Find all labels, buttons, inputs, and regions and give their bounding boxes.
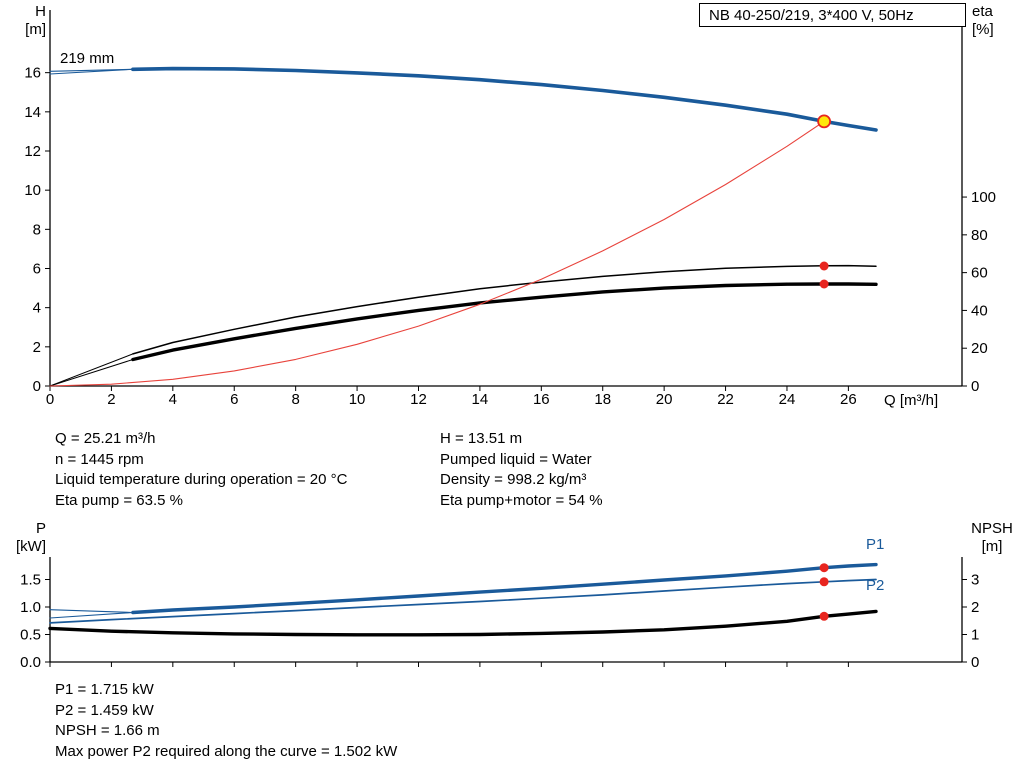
svg-text:14: 14 xyxy=(24,104,41,121)
eta-axis-unit: [%] xyxy=(972,21,994,38)
svg-text:4: 4 xyxy=(169,391,177,408)
h-axis-unit: [m] xyxy=(25,21,46,38)
q-axis-label: Q [m³/h] xyxy=(884,392,939,409)
svg-text:1: 1 xyxy=(971,626,979,643)
svg-text:0.5: 0.5 xyxy=(20,626,41,643)
liquid-temperature-value: Liquid temperature during operation = 20… xyxy=(55,471,348,489)
npsh-axis-symbol: NPSH xyxy=(971,520,1013,537)
svg-text:2: 2 xyxy=(971,599,979,616)
eta-pump-motor-value: Eta pump+motor = 54 % xyxy=(440,492,603,510)
svg-text:8: 8 xyxy=(291,391,299,408)
result-data: P1 = 1.715 kW P2 = 1.459 kW NPSH = 1.66 … xyxy=(55,680,397,763)
svg-text:6: 6 xyxy=(230,391,238,408)
impeller-diameter-label: 219 mm xyxy=(60,50,115,67)
operating-data-right: H = 13.51 m Pumped liquid = Water Densit… xyxy=(440,429,603,512)
svg-text:10: 10 xyxy=(24,182,41,199)
flow-value: Q = 25.21 m³/h xyxy=(55,430,156,447)
max-power-value: Max power P2 required along the curve = … xyxy=(55,743,398,761)
svg-text:22: 22 xyxy=(717,391,734,408)
pump-model-text: NB 40-250/219, 3*400 V, 50Hz xyxy=(709,6,914,24)
svg-text:20: 20 xyxy=(971,340,988,357)
svg-text:0: 0 xyxy=(971,654,979,671)
p1-curve-label: P1 xyxy=(866,536,885,553)
svg-text:6: 6 xyxy=(33,261,41,278)
p2-curve-label: P2 xyxy=(866,577,885,594)
svg-text:60: 60 xyxy=(971,265,988,282)
density-value: Density = 998.2 kg/m³ xyxy=(440,471,587,489)
power-axis-unit: [kW] xyxy=(16,538,46,555)
svg-text:0.0: 0.0 xyxy=(20,654,41,671)
power-axis-label: P [kW] xyxy=(2,520,46,556)
h-axis-symbol: H xyxy=(35,3,46,20)
svg-text:12: 12 xyxy=(410,391,427,408)
svg-text:1.0: 1.0 xyxy=(20,599,41,616)
svg-text:2: 2 xyxy=(33,339,41,356)
svg-text:1.5: 1.5 xyxy=(20,571,41,588)
svg-text:24: 24 xyxy=(779,391,796,408)
npsh-axis-label: NPSH [m] xyxy=(964,520,1020,556)
svg-text:12: 12 xyxy=(24,143,41,160)
svg-text:0: 0 xyxy=(46,391,54,408)
svg-text:2: 2 xyxy=(107,391,115,408)
svg-text:10: 10 xyxy=(349,391,366,408)
eta-pump-value: Eta pump = 63.5 % xyxy=(55,492,183,510)
eta-axis-label: eta [%] xyxy=(972,3,994,39)
svg-text:80: 80 xyxy=(971,227,988,244)
pump-model-box: NB 40-250/219, 3*400 V, 50Hz xyxy=(699,3,966,27)
svg-text:16: 16 xyxy=(533,391,550,408)
power-axis-symbol: P xyxy=(35,520,46,537)
svg-text:0: 0 xyxy=(33,378,41,395)
svg-text:100: 100 xyxy=(971,189,996,206)
p1-value: P1 = 1.715 kW xyxy=(55,681,154,698)
svg-text:3: 3 xyxy=(971,571,979,588)
npsh-axis-unit: [m] xyxy=(981,538,1003,555)
svg-text:20: 20 xyxy=(656,391,673,408)
p2-value: P2 = 1.459 kW xyxy=(55,701,154,719)
svg-text:40: 40 xyxy=(971,302,988,319)
h-axis-label: H [m] xyxy=(2,3,46,39)
npsh-value: NPSH = 1.66 m xyxy=(55,722,160,740)
svg-text:4: 4 xyxy=(33,300,41,317)
eta-axis-symbol: eta xyxy=(972,3,993,20)
svg-text:26: 26 xyxy=(840,391,857,408)
operating-data-left: Q = 25.21 m³/h n = 1445 rpm Liquid tempe… xyxy=(55,429,347,512)
svg-text:8: 8 xyxy=(33,221,41,238)
svg-text:14: 14 xyxy=(472,391,489,408)
speed-value: n = 1445 rpm xyxy=(55,450,144,468)
pumped-liquid-value: Pumped liquid = Water xyxy=(440,450,592,468)
svg-text:16: 16 xyxy=(24,65,41,82)
head-value: H = 13.51 m xyxy=(440,430,523,447)
svg-text:18: 18 xyxy=(594,391,611,408)
svg-text:0: 0 xyxy=(971,378,979,395)
